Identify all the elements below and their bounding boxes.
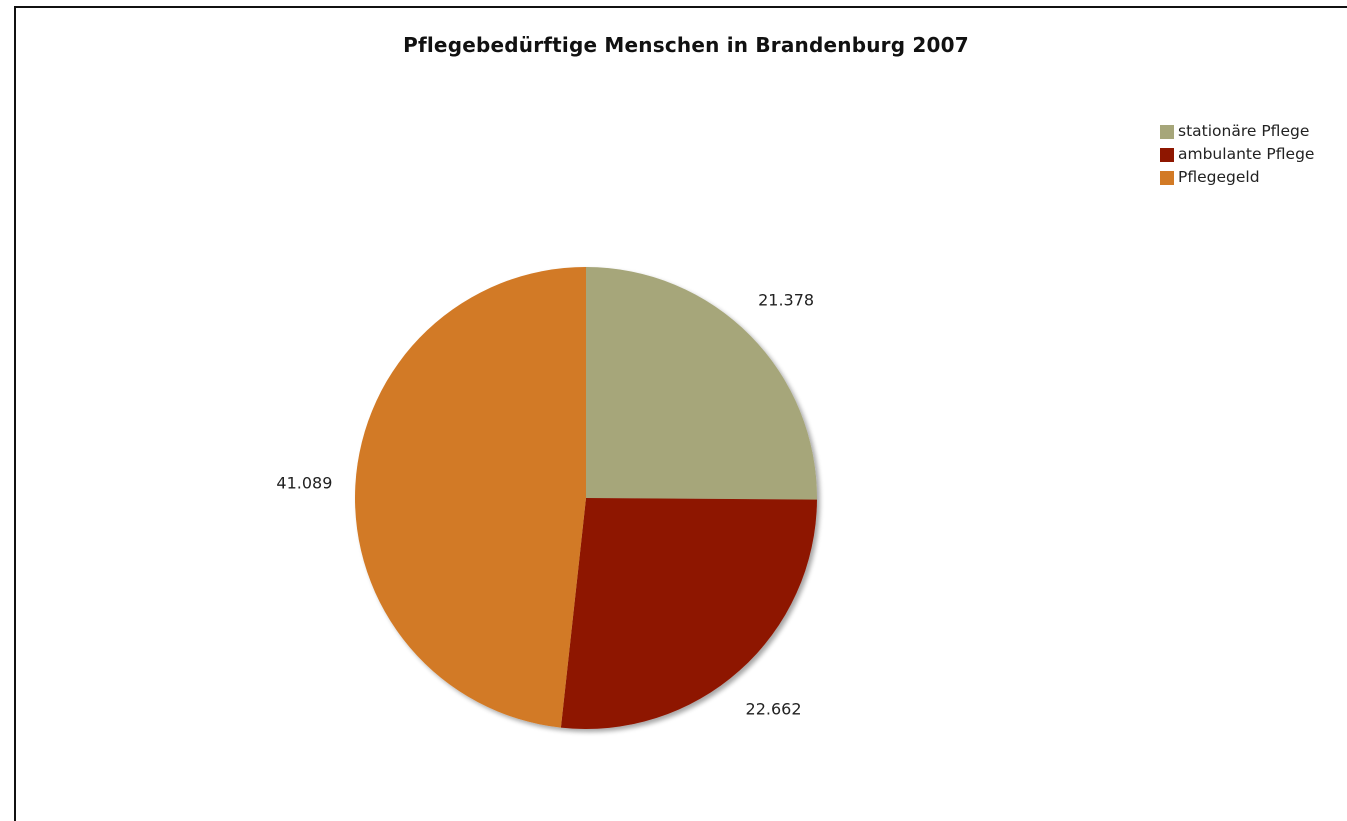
pie-slices: [355, 267, 817, 729]
pie-data-label: 21.378: [758, 290, 814, 309]
chart-title: Pflegebedürftige Menschen in Brandenburg…: [403, 33, 969, 57]
pie-slice-station-re-pflege[interactable]: [586, 267, 817, 500]
pie-data-label: 41.089: [276, 474, 332, 493]
legend-swatch: [1160, 147, 1174, 162]
legend-item-pflegegeld[interactable]: Pflegegeld: [1160, 166, 1314, 189]
legend-item-stationaere-pflege[interactable]: stationäre Pflege: [1160, 120, 1314, 143]
pie-slice-ambulante-pflege[interactable]: [560, 498, 817, 729]
legend-item-ambulante-pflege[interactable]: ambulante Pflege: [1160, 143, 1314, 166]
pie-data-label: 22.662: [746, 700, 802, 719]
pie-slice-pflegegeld[interactable]: [355, 267, 586, 728]
legend-label: stationäre Pflege: [1178, 122, 1310, 140]
legend-label: Pflegegeld: [1178, 168, 1260, 186]
legend-label: ambulante Pflege: [1178, 145, 1315, 163]
legend-swatch: [1160, 170, 1174, 185]
legend-swatch: [1160, 124, 1174, 139]
pie-labels: 21.378 22.662 41.089: [276, 290, 814, 718]
legend: stationäre Pflege ambulante Pflege Pfleg…: [1160, 120, 1314, 189]
